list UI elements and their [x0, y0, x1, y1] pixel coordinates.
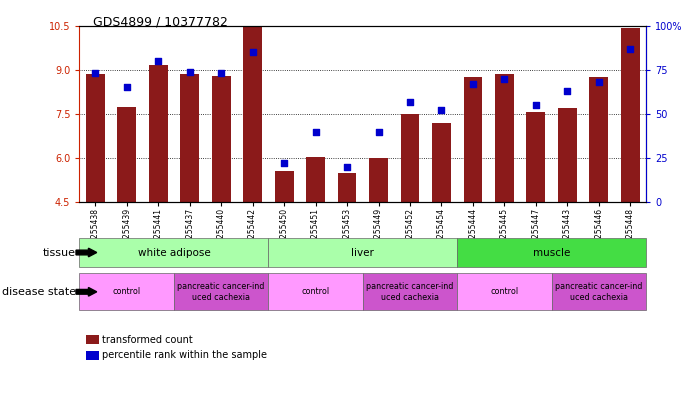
- Point: [594, 79, 605, 85]
- Bar: [86, 74, 104, 202]
- Bar: [589, 77, 608, 202]
- Text: control: control: [491, 287, 518, 296]
- Bar: [211, 75, 231, 202]
- Point: [531, 102, 542, 108]
- Bar: [527, 112, 545, 202]
- Point: [467, 81, 478, 87]
- Point: [499, 75, 510, 82]
- Point: [436, 107, 447, 114]
- Point: [184, 68, 195, 75]
- Bar: [180, 74, 199, 202]
- Point: [625, 45, 636, 51]
- Bar: [79, 238, 268, 267]
- Text: white adipose: white adipose: [138, 248, 210, 257]
- Bar: [464, 77, 482, 202]
- Bar: [551, 273, 646, 310]
- Bar: [338, 173, 357, 202]
- Point: [121, 84, 132, 90]
- Bar: [174, 273, 268, 310]
- Bar: [363, 273, 457, 310]
- Bar: [243, 26, 262, 202]
- Text: pancreatic cancer-ind
uced cachexia: pancreatic cancer-ind uced cachexia: [178, 282, 265, 301]
- Point: [247, 49, 258, 55]
- Point: [373, 129, 384, 135]
- Text: disease state: disease state: [2, 287, 76, 297]
- Bar: [401, 114, 419, 202]
- Bar: [268, 238, 457, 267]
- Point: [90, 70, 101, 76]
- Point: [278, 160, 290, 167]
- Text: liver: liver: [351, 248, 375, 257]
- Bar: [495, 74, 514, 202]
- Bar: [558, 108, 577, 202]
- Bar: [306, 157, 325, 202]
- Bar: [621, 28, 640, 202]
- Text: pancreatic cancer-ind
uced cachexia: pancreatic cancer-ind uced cachexia: [555, 282, 643, 301]
- Point: [562, 88, 573, 94]
- Bar: [268, 273, 363, 310]
- Bar: [274, 171, 294, 202]
- Bar: [117, 107, 136, 202]
- Point: [153, 58, 164, 64]
- Text: control: control: [301, 287, 330, 296]
- Bar: [369, 158, 388, 202]
- Point: [310, 129, 321, 135]
- Point: [216, 70, 227, 76]
- Text: muscle: muscle: [533, 248, 570, 257]
- Bar: [79, 273, 174, 310]
- Text: tissue: tissue: [43, 248, 76, 257]
- Text: GDS4899 / 10377782: GDS4899 / 10377782: [93, 16, 228, 29]
- Text: control: control: [113, 287, 141, 296]
- Point: [404, 98, 415, 105]
- Point: [341, 164, 352, 170]
- Text: pancreatic cancer-ind
uced cachexia: pancreatic cancer-ind uced cachexia: [366, 282, 454, 301]
- Bar: [149, 65, 168, 202]
- Bar: [457, 273, 551, 310]
- Bar: [457, 238, 646, 267]
- Text: transformed count: transformed count: [102, 334, 193, 345]
- Text: percentile rank within the sample: percentile rank within the sample: [102, 350, 267, 360]
- Bar: [432, 123, 451, 202]
